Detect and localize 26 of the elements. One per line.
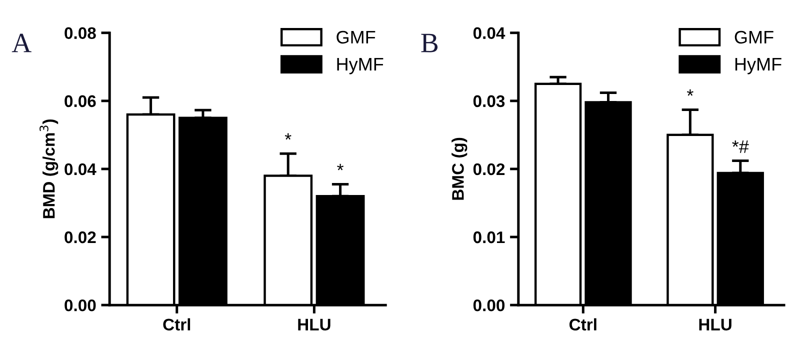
y-axis-title: BMC (g) — [452, 138, 468, 200]
y-tick-label: 0.04 — [473, 27, 506, 40]
y-tick-label: 0.08 — [64, 27, 96, 40]
x-tick-label: HLU — [699, 318, 732, 330]
x-tick-label: Ctrl — [163, 318, 190, 330]
data-label: *# — [732, 140, 749, 153]
y-tick-label: 0.01 — [473, 231, 505, 244]
y-tick-label: 0.02 — [64, 231, 96, 244]
legend-label: HyMF — [337, 58, 384, 74]
chart-title: A — [12, 34, 32, 52]
y-axis-title: BMD (g/cm$^{3}$) — [40, 119, 58, 218]
data-label: * — [686, 89, 694, 96]
y-tick-label: 0.04 — [64, 163, 96, 176]
y-tick-label: 0.00 — [64, 299, 96, 312]
x-tick-label: Ctrl — [569, 318, 596, 330]
data-label: * — [284, 133, 292, 140]
legend-label: GMF — [336, 30, 376, 44]
data-label: * — [337, 164, 344, 170]
x-tick-label: HLU — [298, 318, 330, 330]
y-tick-label: 0.03 — [473, 95, 505, 108]
y-tick-label: 0.00 — [473, 299, 505, 312]
legend-label: GMF — [734, 30, 774, 44]
chart-title: B — [421, 34, 438, 52]
y-tick-label: 0.02 — [473, 163, 505, 176]
y-tick-label: 0.06 — [64, 95, 96, 108]
legend-label: HyMF — [735, 58, 782, 74]
